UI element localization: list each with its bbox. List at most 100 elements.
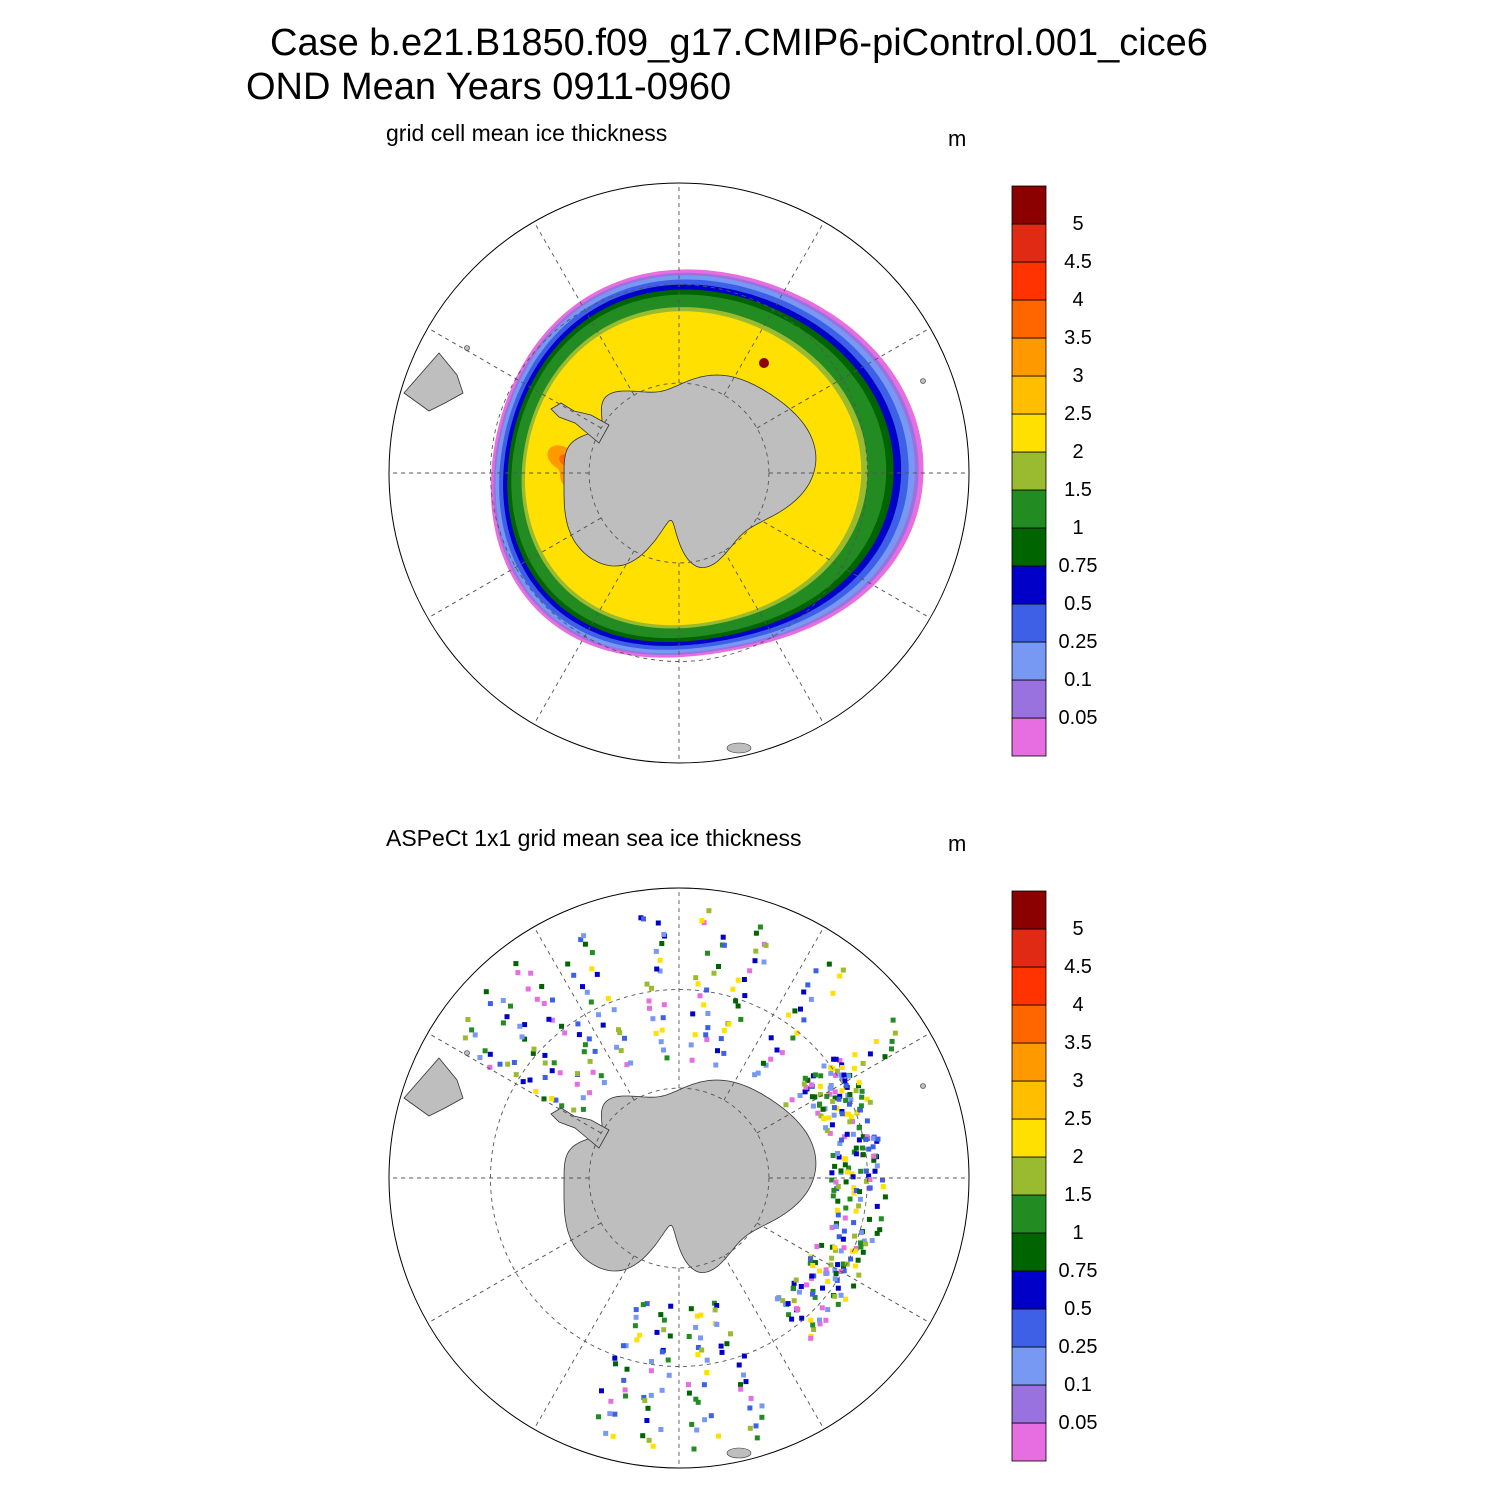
colorbar-label: 0.5 [1064, 1298, 1092, 1320]
obs-cell [832, 1089, 838, 1095]
colorbar-label: 0.1 [1064, 1374, 1092, 1396]
obs-cell [694, 1313, 700, 1319]
obs-cell [628, 1060, 634, 1066]
obs-cell [705, 1011, 711, 1016]
obs-cell [845, 1169, 850, 1175]
obs-cell [835, 1212, 841, 1218]
graticule [389, 183, 969, 763]
obs-cell [844, 1261, 850, 1267]
obs-cell [752, 958, 758, 964]
obs-cell [624, 1062, 630, 1068]
obs-cell [833, 1056, 839, 1062]
obs-cell [730, 986, 736, 992]
obs-cell [817, 1101, 822, 1107]
obs-cell [856, 1137, 862, 1143]
obs-cell [664, 1055, 670, 1061]
obs-cell [611, 1007, 617, 1013]
obs-cell [741, 1353, 747, 1359]
obs-cell [607, 1411, 613, 1417]
island [464, 345, 470, 351]
obs-cell [793, 1277, 799, 1283]
obs-cell [753, 930, 759, 936]
obs-cell [801, 1017, 807, 1023]
obs-cell [487, 1064, 493, 1070]
obs-cell [839, 1111, 845, 1117]
obs-cell [701, 1382, 707, 1388]
obs-cell [808, 1317, 814, 1323]
obs-cell [667, 1333, 673, 1339]
obs-cell [713, 1062, 719, 1068]
map-panel-2 [388, 887, 970, 1469]
obs-cell [650, 1016, 656, 1022]
obs-cell [718, 1343, 724, 1349]
obs-cell [860, 1134, 866, 1140]
obs-cell [841, 1228, 847, 1234]
obs-cell [833, 1072, 838, 1078]
obs-cell [842, 1215, 848, 1221]
obs-cell [580, 1106, 586, 1112]
obs-cell [708, 1413, 714, 1419]
obs-cell [520, 1079, 526, 1085]
obs-cell [763, 1062, 769, 1068]
obs-cell [873, 1039, 879, 1044]
obs-cell [827, 1085, 833, 1091]
thick-ice-spot [759, 358, 769, 368]
obs-cell [721, 1050, 727, 1056]
obs-cell [505, 1061, 511, 1067]
obs-cell [832, 1095, 838, 1101]
colorbar-label: 2.5 [1064, 1108, 1092, 1130]
obs-cell [621, 1377, 627, 1383]
obs-cell [828, 1083, 834, 1088]
obs-cell [613, 1361, 618, 1367]
obs-cell [829, 1122, 835, 1128]
obs-cell [829, 1170, 835, 1176]
obs-cell [612, 1355, 618, 1361]
obs-cell [851, 1065, 857, 1071]
obs-cell [860, 1145, 865, 1151]
obs-cell [624, 1366, 630, 1372]
obs-cell [843, 1296, 849, 1302]
obs-cell [487, 1051, 493, 1057]
obs-cell [633, 1314, 639, 1320]
obs-cell [600, 1022, 606, 1028]
obs-cell [641, 916, 646, 922]
obs-cell [852, 1052, 858, 1058]
obs-cell [812, 1094, 818, 1100]
obs-cell [511, 1060, 517, 1065]
meridian [533, 221, 635, 396]
obs-cell [857, 1196, 863, 1202]
obs-cell [716, 1433, 721, 1439]
obs-cell [614, 1044, 620, 1050]
island [920, 378, 926, 384]
obs-cell [841, 1134, 847, 1140]
obs-cell [644, 981, 650, 987]
obs-cell [534, 996, 540, 1002]
obs-cell [515, 970, 521, 976]
obs-cell [858, 1244, 864, 1250]
obs-cell [889, 1038, 895, 1044]
obs-cell [882, 1194, 888, 1200]
obs-cell [738, 1382, 743, 1388]
obs-cell [856, 1272, 862, 1278]
colorbar-label: 2 [1072, 1146, 1083, 1168]
obs-cell [786, 1012, 791, 1018]
obs-cell [472, 1032, 478, 1038]
obs-cell [650, 1443, 656, 1449]
obs-cell [785, 1301, 791, 1307]
obs-cell [616, 1027, 621, 1033]
obs-cell [647, 1005, 652, 1011]
obs-cell [867, 1185, 873, 1191]
obs-cell [802, 1089, 808, 1095]
obs-cell [843, 1083, 849, 1088]
obs-cell [826, 1115, 832, 1121]
obs-cell [864, 1096, 870, 1102]
obs-cell [774, 1047, 780, 1053]
obs-cell [748, 1395, 754, 1401]
obs-cell [847, 1196, 853, 1202]
obs-cell [482, 1048, 488, 1054]
meridian [427, 327, 602, 429]
obs-cell [824, 1128, 830, 1133]
obs-cell [605, 995, 611, 1001]
obs-cell [574, 1071, 580, 1077]
colorbar-label: 4.5 [1064, 956, 1092, 978]
